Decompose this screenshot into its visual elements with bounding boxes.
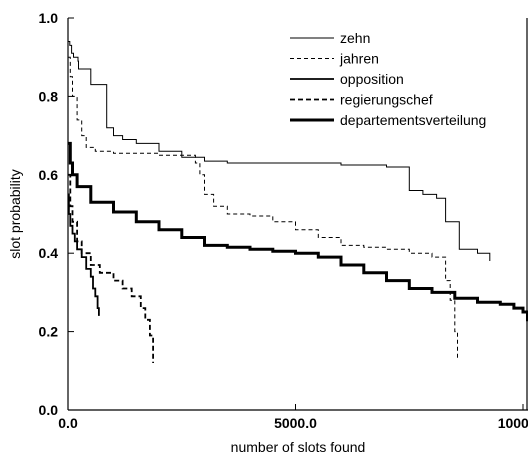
- series-line-regierungschef: [68, 173, 154, 363]
- x-tick-label: 0.0: [58, 415, 78, 431]
- y-tick-label: 0.0: [39, 402, 59, 418]
- y-tick-label: 0.6: [39, 167, 59, 183]
- legend-label-departementsverteilung: departementsverteilung: [340, 112, 486, 128]
- series-line-zehn: [68, 41, 491, 261]
- legend-label-regierungschef: regierungschef: [340, 92, 433, 108]
- x-tick-label: 5000.0: [274, 415, 317, 431]
- y-tick-label: 1.0: [39, 10, 59, 26]
- legend-label-opposition: opposition: [340, 71, 404, 87]
- series-line-departementsverteilung: [68, 141, 528, 322]
- series-layer: [68, 41, 528, 363]
- y-tick-label: 0.4: [39, 245, 59, 261]
- series-line-opposition: [68, 193, 100, 316]
- y-tick-label: 0.8: [39, 88, 59, 104]
- x-axis-title: number of slots found: [231, 439, 366, 455]
- series-line-jahren: [68, 56, 458, 359]
- legend-label-jahren: jahren: [339, 51, 379, 67]
- y-axis-title: slot probability: [7, 169, 23, 259]
- x-tick-label: 10000.0: [498, 415, 528, 431]
- y-tick-label: 0.2: [39, 324, 59, 340]
- legend-label-zehn: zehn: [340, 30, 370, 46]
- legend: zehn jahren opposition regierungschef depart…: [290, 30, 486, 128]
- ticks: 0.0 0.2 0.4 0.6 0.8 1.0 0.0 5000.0 10000.0: [39, 10, 528, 431]
